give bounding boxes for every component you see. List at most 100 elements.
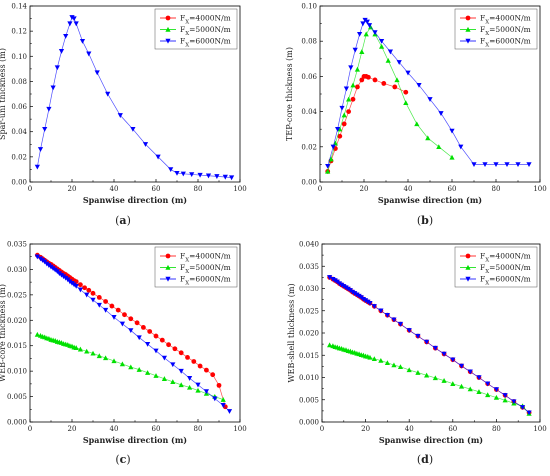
data-point-series-0 [191,359,197,364]
legend-marker [465,276,471,282]
data-point-series-0 [147,329,153,334]
data-point-series-1 [502,397,508,403]
data-point-series-2 [348,65,354,71]
data-point-series-2 [145,341,151,347]
panel-label: (b) [417,214,433,227]
data-point-series-0 [128,316,134,322]
x-tick-label: 60 [448,185,457,193]
data-point-series-1 [153,373,159,378]
data-point-series-1 [220,397,226,402]
data-point-series-2 [360,21,366,27]
data-point-series-2 [427,97,433,102]
y-axis-label: WEB-shell thickness (m) [287,283,296,382]
data-point-series-2 [471,162,477,167]
y-tick-label: 0.025 [7,291,27,299]
data-point-series-2 [450,357,456,363]
data-point-series-2 [365,299,371,305]
data-point-series-1 [371,356,377,362]
data-point-series-0 [96,295,102,300]
y-axis-label: TEP-core thickness (m) [285,47,294,141]
data-point-series-2 [130,126,136,132]
data-point-series-2 [526,162,532,167]
data-point-series-2 [406,328,412,333]
data-point-series-2 [364,19,370,25]
data-point-series-0 [115,307,121,313]
data-point-series-0 [381,81,387,86]
data-point-series-2 [197,172,203,178]
series-line-0 [327,76,406,172]
data-point-series-2 [42,126,48,132]
x-tick-label: 100 [233,425,246,433]
data-point-series-2 [332,278,338,284]
data-point-series-1 [450,381,456,386]
data-point-series-2 [424,339,430,345]
data-point-series-1 [458,383,465,389]
data-point-series-2 [396,60,402,65]
data-point-series-0 [86,287,92,293]
data-point-series-0 [134,320,140,326]
data-point-series-0 [204,367,209,373]
legend-marker [165,253,171,259]
data-point-series-2 [178,368,184,374]
legend: FX=4000N/mFX=5000N/mFX=6000N/m [154,246,238,288]
data-point-series-2 [339,105,345,111]
data-point-series-2 [366,23,373,28]
data-point-series-2 [432,345,438,351]
data-point-series-2 [378,308,384,314]
x-tick-label: 0 [320,425,324,433]
x-tick-label: 100 [533,425,546,433]
data-point-series-1 [403,100,409,106]
data-point-series-2 [352,291,358,296]
data-point-series-1 [397,364,404,370]
chart-panel-a: 0 20 40 60 80 100 0.00 0.02 0.04 0.06 0.08 0.10 0.12… [0,3,247,228]
data-point-series-2 [330,144,336,150]
x-tick-label: 0 [28,185,32,193]
data-point-series-2 [96,302,102,308]
legend-label: FX=6000N/m [180,37,231,49]
data-point-series-2 [504,162,510,167]
data-point-series-2 [416,82,422,88]
y-tick-label: 0.005 [299,396,319,404]
data-point-series-2 [67,21,73,27]
chart-panel-b: 0 20 40 60 80 100 0.00 0.02 0.04 0.06 0.08 0.10 Span… [285,3,547,228]
legend-marker [465,253,471,259]
data-point-series-1 [391,362,397,368]
legend-label: FX=4000N/m [180,252,231,264]
data-point-series-2 [170,362,176,368]
data-point-series-2 [349,289,356,295]
y-tick-label: 0.04 [301,108,317,116]
legend-marker [165,26,171,32]
data-point-series-0 [392,84,398,90]
data-point-series-2 [384,312,390,318]
x-tick-label: 40 [110,185,119,193]
y-tick-label: 0.08 [11,78,27,86]
x-axis-label: Spanwise direction (m) [83,195,187,205]
data-point-series-0 [346,109,351,114]
legend-marker [165,276,171,282]
legend-marker [165,15,171,21]
data-point-series-0 [359,77,365,83]
legend: FX=4000N/mFX=5000N/mFX=6000N/m [454,8,538,50]
data-point-series-2 [174,170,180,176]
y-tick-label: 0.015 [7,342,27,350]
data-point-series-2 [187,376,193,381]
data-point-series-0 [159,337,165,343]
data-point-series-1 [385,57,391,63]
legend: FX=4000N/mFX=5000N/mFX=6000N/m [454,246,538,288]
data-point-series-2 [73,21,79,27]
data-point-series-2 [357,31,363,37]
data-point-series-2 [485,381,491,387]
data-point-series-2 [79,38,86,44]
data-point-series-0 [172,346,178,352]
legend: FX=4000N/mFX=5000N/mFX=6000N/m [154,8,238,50]
data-point-series-1 [77,346,83,352]
data-point-series-2 [117,113,123,118]
data-point-series-2 [155,154,161,160]
data-point-series-0 [166,342,172,348]
data-point-series-1 [384,360,390,366]
x-tick-label: 20 [360,185,369,193]
x-tick-label: 80 [492,185,501,193]
legend-label: FX=4000N/m [180,14,231,26]
data-point-series-2 [367,300,373,306]
